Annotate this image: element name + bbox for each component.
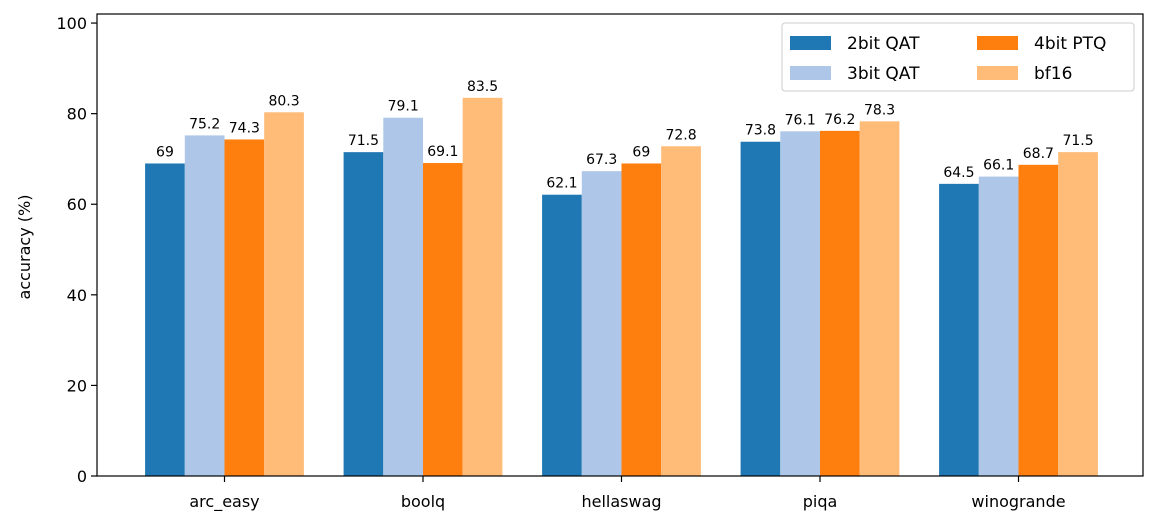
x-tick-label: hellaswag (581, 492, 661, 511)
bar-winogrande-3bit-qat (978, 176, 1019, 476)
x-tick-label: piqa (803, 492, 838, 511)
bar-boolq-2bit-qat (343, 152, 384, 476)
bar-value-label: 71.5 (348, 133, 379, 149)
bar-hellaswag-4bit-ptq (621, 163, 662, 476)
legend-swatch (790, 36, 831, 50)
bar-value-label: 69.1 (427, 144, 458, 160)
bar-value-label: 73.8 (745, 123, 776, 139)
x-tick-label: winogrande (971, 492, 1065, 511)
legend-label: 2bit QAT (847, 34, 920, 54)
bar-arc_easy-3bit-qat (184, 135, 225, 476)
bar-arc_easy-2bit-qat (145, 163, 185, 476)
bar-value-label: 72.8 (665, 127, 696, 143)
bar-winogrande-4bit-ptq (1018, 164, 1059, 476)
bar-value-label: 68.7 (1023, 146, 1054, 162)
bar-value-label: 75.2 (189, 116, 220, 132)
y-tick-label: 80 (67, 105, 87, 124)
bar-hellaswag-3bit-qat (581, 171, 622, 476)
legend-label: 4bit PTQ (1034, 34, 1106, 54)
bar-value-label: 74.3 (229, 120, 260, 136)
bar-value-label: 67.3 (586, 152, 617, 168)
bar-boolq-3bit-qat (383, 117, 423, 477)
plot-frame (96, 13, 1144, 477)
y-axis-label: accuracy (%) (15, 195, 34, 300)
bar-boolq-4bit-ptq (423, 163, 463, 477)
y-tick-label: 60 (67, 195, 87, 214)
legend-label: 3bit QAT (847, 64, 920, 84)
bar-arc_easy-bf16 (264, 112, 304, 476)
bar-labels-group: 69 75.2 74.3 80.3 71.5 79.1 69.1 83.5 62.1 67.3 69… (156, 79, 1094, 192)
y-tick-label: 0 (77, 467, 87, 486)
y-tick-label: 20 (67, 376, 87, 395)
x-tick-label: boolq (401, 492, 445, 511)
x-axis: arc_easy boolq hellaswag piqa winogrande (189, 476, 1066, 512)
bar-value-label: 69 (156, 144, 174, 160)
bar-piqa-bf16 (859, 121, 900, 477)
bar-value-label: 71.5 (1062, 133, 1093, 149)
bar-piqa-2bit-qat (740, 141, 781, 476)
bar-piqa-4bit-ptq (820, 130, 860, 476)
bar-value-label: 83.5 (467, 79, 498, 95)
bar-value-label: 80.3 (268, 93, 299, 109)
bar-value-label: 66.1 (983, 158, 1014, 174)
legend-swatch (790, 66, 831, 80)
bar-piqa-3bit-qat (780, 131, 820, 476)
bar-value-label: 78.3 (864, 102, 895, 118)
bar-hellaswag-bf16 (661, 146, 701, 476)
legend-swatch (977, 66, 1018, 80)
bar-value-label: 76.1 (785, 112, 816, 128)
bars-group (145, 97, 1098, 477)
x-tick-label: arc_easy (189, 492, 259, 512)
legend-swatch (977, 36, 1018, 50)
bar-arc_easy-4bit-ptq (224, 139, 265, 476)
bar-value-label: 62.1 (546, 176, 577, 192)
bar-value-label: 69 (632, 144, 650, 160)
y-tick-label: 100 (56, 14, 87, 33)
bar-value-label: 64.5 (943, 165, 974, 181)
legend-box (781, 22, 1135, 92)
bar-value-label: 79.1 (388, 99, 419, 115)
bar-value-label: 76.2 (824, 112, 855, 128)
legend: 2bit QAT 3bit QAT 4bit PTQ bf16 (781, 22, 1135, 92)
y-axis: 0 20 40 60 80 100 (56, 14, 97, 486)
bar-hellaswag-2bit-qat (542, 194, 582, 477)
bar-winogrande-bf16 (1058, 152, 1098, 476)
y-tick-label: 40 (67, 286, 87, 305)
bar-winogrande-2bit-qat (939, 183, 979, 476)
bar-boolq-bf16 (462, 97, 503, 476)
legend-label: bf16 (1034, 64, 1072, 84)
